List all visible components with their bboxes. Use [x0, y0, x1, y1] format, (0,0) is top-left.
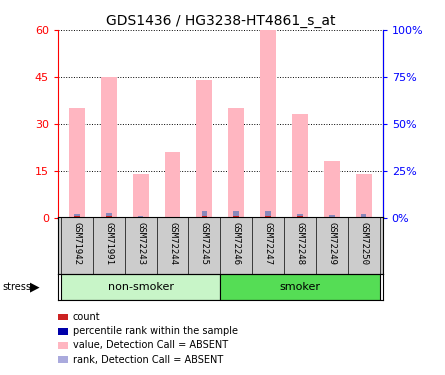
Text: count: count: [73, 312, 101, 322]
Bar: [106, 216, 112, 217]
Bar: [297, 214, 303, 217]
Text: GSM72245: GSM72245: [200, 222, 209, 265]
Text: GSM72250: GSM72250: [359, 222, 368, 265]
Text: GSM72246: GSM72246: [232, 222, 241, 265]
Text: percentile rank within the sample: percentile rank within the sample: [73, 326, 238, 336]
Text: GSM72244: GSM72244: [168, 222, 177, 265]
Bar: [234, 216, 239, 217]
Text: non-smoker: non-smoker: [108, 282, 174, 292]
Bar: [361, 214, 366, 217]
Bar: [74, 214, 80, 217]
Bar: [165, 152, 181, 217]
Bar: [69, 108, 85, 218]
Bar: [106, 213, 112, 217]
Bar: [138, 216, 143, 217]
Text: GSM71991: GSM71991: [104, 222, 113, 265]
Bar: [297, 216, 303, 217]
Bar: [228, 108, 244, 218]
Bar: [324, 161, 340, 218]
Bar: [329, 215, 335, 217]
Title: GDS1436 / HG3238-HT4861_s_at: GDS1436 / HG3238-HT4861_s_at: [105, 13, 335, 28]
Text: GSM72249: GSM72249: [327, 222, 336, 265]
Bar: [202, 211, 207, 217]
Text: GSM71942: GSM71942: [73, 222, 81, 265]
Bar: [265, 216, 271, 217]
Text: ▶: ▶: [30, 280, 40, 293]
Text: GSM72247: GSM72247: [263, 222, 272, 265]
Bar: [202, 216, 207, 217]
Bar: [292, 114, 308, 218]
Bar: [74, 216, 80, 217]
Bar: [61, 274, 220, 300]
Bar: [265, 211, 271, 217]
Bar: [196, 80, 212, 218]
Bar: [101, 77, 117, 218]
Text: GSM72243: GSM72243: [136, 222, 145, 265]
Text: value, Detection Call = ABSENT: value, Detection Call = ABSENT: [73, 340, 228, 350]
Text: stress: stress: [2, 282, 31, 292]
Bar: [133, 174, 149, 217]
Text: rank, Detection Call = ABSENT: rank, Detection Call = ABSENT: [73, 355, 223, 364]
Bar: [234, 211, 239, 217]
Bar: [260, 30, 276, 217]
Bar: [356, 174, 372, 217]
Text: GSM72248: GSM72248: [295, 222, 304, 265]
Bar: [220, 274, 380, 300]
Text: smoker: smoker: [279, 282, 320, 292]
